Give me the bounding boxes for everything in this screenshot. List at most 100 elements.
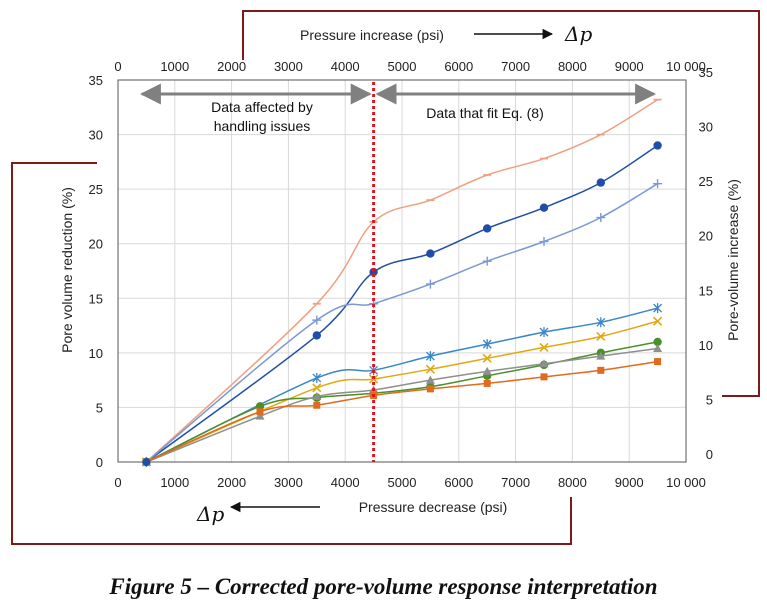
x-tick-label-bottom: 6000 (444, 475, 473, 490)
data-point-marker (597, 366, 605, 374)
data-point-marker (312, 331, 321, 340)
y-tick-label-left: 20 (89, 237, 103, 252)
data-point-marker (312, 383, 322, 393)
data-point-marker (425, 279, 435, 289)
data-point-marker (482, 339, 492, 350)
data-point-marker (482, 366, 492, 375)
x-tick-label-top: 10 000 (666, 59, 706, 74)
data-point-marker (483, 379, 491, 387)
data-point-marker (312, 315, 322, 325)
y-tick-label-left: 35 (89, 73, 103, 88)
data-point-marker (313, 401, 321, 409)
data-point-marker (482, 353, 492, 363)
y-tick-label-right: 15 (699, 283, 713, 298)
y-axis-label-right: Pore-volume increase (%) (725, 179, 741, 341)
data-point-marker (539, 203, 549, 212)
y-tick-label-right: 20 (699, 229, 713, 244)
x-tick-label-bottom: 8000 (558, 475, 587, 490)
top-right-bracket (242, 10, 760, 397)
y-tick-label-left: 10 (89, 346, 103, 361)
x-tick-label-top: 0 (114, 59, 121, 74)
x-tick-label-top: 5000 (388, 59, 417, 74)
x-tick-label-bottom: 7000 (501, 475, 530, 490)
data-point-marker (539, 327, 549, 338)
x-tick-label-top: 6000 (444, 59, 473, 74)
data-point-marker (425, 364, 435, 374)
data-point-marker (369, 374, 379, 384)
x-tick-label-top: 1000 (160, 59, 189, 74)
y-tick-label-left: 15 (89, 291, 103, 306)
annotation-left-line-1: Data affected by (211, 99, 313, 115)
data-point-marker (425, 375, 435, 384)
x-tick-label-bottom: 9000 (615, 475, 644, 490)
x-tick-label-bottom: 3000 (274, 475, 303, 490)
series-2 (142, 141, 662, 467)
bracket-frames (11, 10, 760, 545)
data-point-marker (653, 337, 662, 347)
data-point-marker (426, 249, 435, 258)
x-tick-label-bottom: 1000 (160, 475, 189, 490)
annotations: Data affected by handling issues Data th… (139, 82, 657, 466)
y-tick-label-right: 5 (706, 392, 713, 407)
y-tick-label-right: 0 (706, 447, 713, 462)
data-point-marker (596, 317, 606, 328)
x-axis-label-bottom: Pressure decrease (psi) (359, 499, 508, 515)
y-tick-label-right: 10 (699, 338, 713, 353)
bottom-left-bracket (11, 162, 572, 545)
data-point-marker (369, 267, 378, 277)
data-point-marker (256, 408, 264, 416)
data-point-marker (255, 411, 265, 420)
data-point-marker (653, 303, 663, 314)
x-axis-label-top: Pressure increase (psi) (300, 27, 444, 43)
data-point-marker (426, 385, 434, 393)
y-tick-label-right: 35 (699, 65, 713, 80)
x-tick-label-top: 3000 (274, 59, 303, 74)
x-tick-label-top: 4000 (331, 59, 360, 74)
x-tick-label-top: 2000 (217, 59, 246, 74)
data-point-marker (654, 358, 662, 366)
data-point-marker (596, 178, 605, 187)
gridlines (117, 79, 687, 463)
x-tick-label-bottom: 0 (114, 475, 121, 490)
y-tick-label-left: 25 (89, 182, 103, 197)
data-point-marker (483, 224, 492, 233)
data-point-marker (539, 237, 549, 247)
y-tick-label-left: 0 (96, 455, 103, 470)
data-point-marker (539, 359, 549, 368)
data-point-marker (540, 373, 548, 381)
data-point-marker (482, 256, 492, 266)
x-tick-label-bottom: 2000 (217, 475, 246, 490)
x-tick-label-bottom: 4000 (331, 475, 360, 490)
series-line (146, 320, 658, 463)
data-point-marker (653, 316, 663, 326)
y-tick-label-right: 25 (699, 174, 713, 189)
data-point-marker (596, 331, 606, 342)
plot-area-border (117, 79, 687, 463)
data-point-marker (312, 372, 322, 383)
delta-p-symbol-top: Δp (564, 22, 592, 46)
x-tick-label-bottom: 10 000 (666, 475, 706, 490)
data-point-marker (312, 392, 322, 401)
annotation-left-line-2: handling issues (214, 118, 311, 134)
data-point-marker (425, 351, 435, 362)
x-tick-label-top: 8000 (558, 59, 587, 74)
data-point-marker (653, 343, 663, 352)
axes: 0010001000200020003000300040004000500050… (89, 28, 713, 513)
y-tick-label-left: 5 (96, 400, 103, 415)
data-point-marker (539, 342, 549, 352)
data-point-marker (653, 179, 663, 189)
annotation-right-region: Data that fit Eq. (8) (426, 105, 544, 121)
x-tick-label-top: 9000 (615, 59, 644, 74)
figure-caption: Figure 5 – Corrected pore-volume respons… (109, 574, 658, 599)
series-line (146, 307, 658, 463)
data-point-marker (596, 213, 606, 223)
data-point-marker (653, 141, 662, 150)
data-series (141, 98, 663, 467)
y-tick-label-right: 30 (699, 120, 713, 135)
y-tick-label-left: 30 (89, 128, 103, 143)
x-tick-label-top: 7000 (501, 59, 530, 74)
y-axis-label-left: Pore volume reduction (%) (59, 187, 75, 353)
data-point-marker (596, 351, 606, 360)
origin-data-point (142, 458, 151, 466)
